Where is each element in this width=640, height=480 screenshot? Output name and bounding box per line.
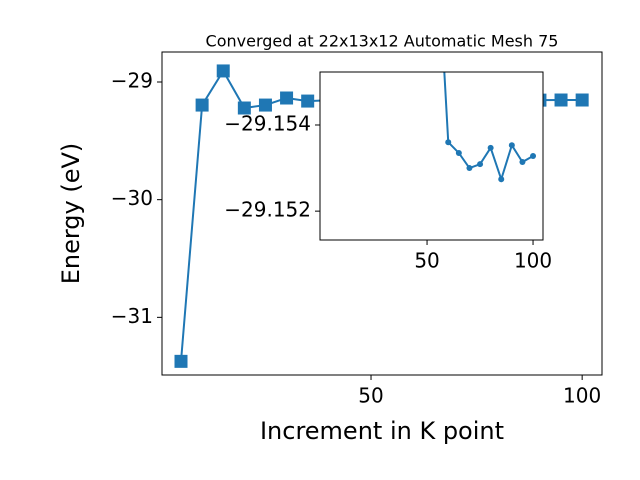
marker xyxy=(455,149,462,156)
marker xyxy=(508,142,515,149)
marker xyxy=(498,176,505,183)
plot-area xyxy=(443,72,537,183)
marker xyxy=(174,354,188,368)
marker xyxy=(258,98,272,112)
marker xyxy=(575,93,589,107)
axes-frame xyxy=(319,71,544,241)
y-tick-label: −29.152 xyxy=(224,198,311,222)
marker xyxy=(519,159,526,166)
marker xyxy=(487,144,494,151)
x-tick-label: 100 xyxy=(563,384,601,408)
chart-title: Converged at 22x13x12 Automatic Mesh 75 xyxy=(206,32,559,51)
y-axis-label: Energy (eV) xyxy=(57,143,85,285)
marker xyxy=(216,64,230,78)
marker xyxy=(301,94,315,108)
axes: 50 100 −29.154 −29.152 xyxy=(224,71,552,273)
y-tick-label: −29 xyxy=(111,69,153,93)
x-tick-label: 50 xyxy=(414,249,439,273)
axes-background xyxy=(320,72,543,240)
series-line xyxy=(443,72,534,183)
marker xyxy=(530,153,537,159)
y-tick-label: −31 xyxy=(111,304,153,328)
axes-frame xyxy=(161,51,603,376)
x-axis-label: Increment in K point xyxy=(260,417,504,445)
x-tick-label: 100 xyxy=(514,249,552,273)
y-tick-label: −29.154 xyxy=(224,111,311,135)
marker xyxy=(445,139,452,146)
marker xyxy=(237,101,251,115)
marker xyxy=(280,91,294,105)
x-tick-label: 50 xyxy=(358,384,383,408)
marker xyxy=(195,98,209,112)
marker xyxy=(554,93,568,107)
y-tick-label: −30 xyxy=(111,186,153,210)
marker xyxy=(466,165,473,172)
marker xyxy=(477,161,484,168)
